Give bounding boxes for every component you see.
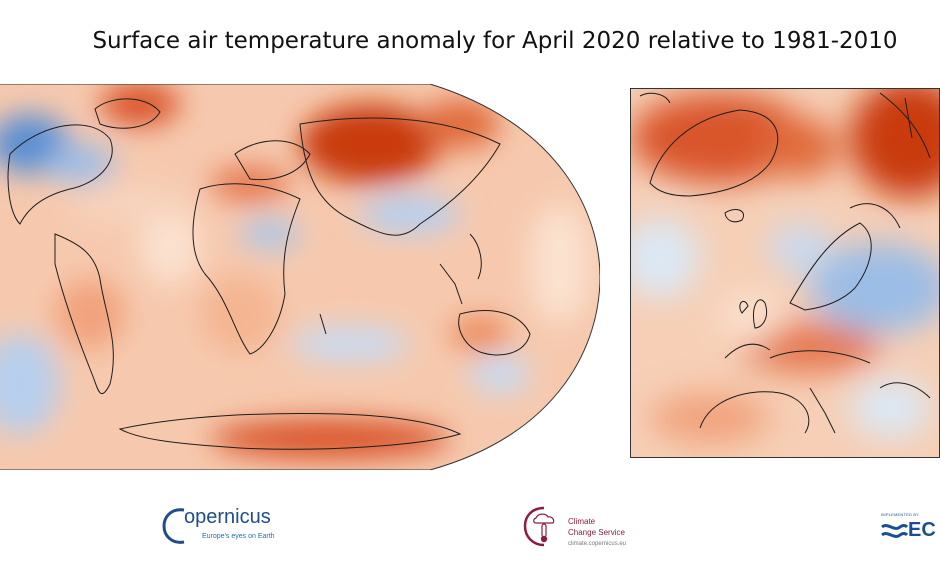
europe-temperature-anomaly-map [630, 88, 940, 458]
c3s-title-line2: Change Service [568, 528, 625, 537]
global-temperature-anomaly-map [0, 84, 600, 470]
ecmwf-implemented-by: IMPLEMENTED BY [881, 512, 920, 517]
copernicus-c-icon [162, 508, 185, 544]
ecmwf-logo: IMPLEMENTED BY EC [878, 510, 940, 544]
c3s-title-line1: Climate [568, 517, 596, 526]
chart-title: Surface air temperature anomaly for Apri… [92, 28, 898, 54]
c3s-logo: Climate Change Service climate.copernicu… [520, 502, 650, 554]
copernicus-wordmark: opernicus [184, 506, 271, 528]
thermometer-cloud-icon [523, 506, 555, 547]
copernicus-tagline: Europe's eyes on Earth [202, 533, 275, 540]
ecmwf-wordmark: EC [908, 519, 936, 541]
c3s-url: climate.copernicus.eu [568, 541, 627, 547]
copernicus-logo: opernicus Europe's eyes on Earth [162, 502, 292, 552]
ecmwf-wave-icon [881, 524, 908, 538]
